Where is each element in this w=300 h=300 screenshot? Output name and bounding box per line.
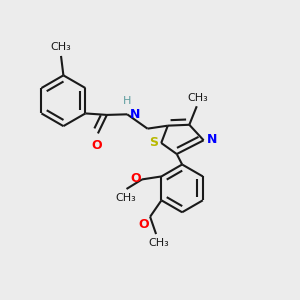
Text: O: O xyxy=(138,218,149,231)
Text: CH₃: CH₃ xyxy=(148,238,169,248)
Text: H: H xyxy=(123,96,131,106)
Text: N: N xyxy=(130,108,140,121)
Text: O: O xyxy=(92,139,102,152)
Text: CH₃: CH₃ xyxy=(187,93,208,103)
Text: S: S xyxy=(149,136,158,149)
Text: N: N xyxy=(207,133,218,146)
Text: CH₃: CH₃ xyxy=(51,42,71,52)
Text: O: O xyxy=(130,172,140,185)
Text: CH₃: CH₃ xyxy=(116,193,136,202)
